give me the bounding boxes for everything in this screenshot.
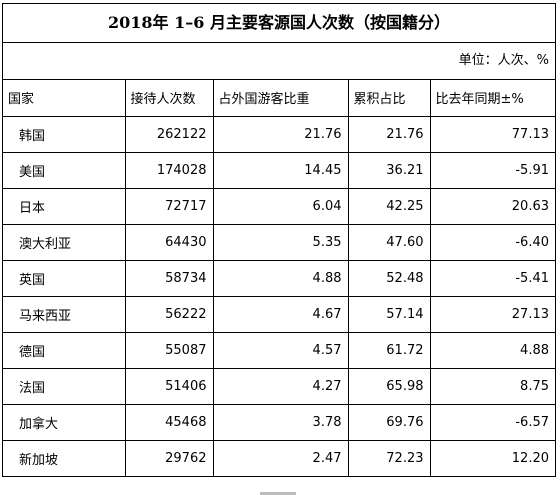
unit-label: 单位：人次、%: [3, 43, 555, 80]
cumulative-cell: 21.76: [347, 115, 431, 153]
spreadsheet-table: 2018年 1–6 月主要客源国人次数（按国籍分） 单位：人次、% 国家 接待人…: [2, 3, 556, 477]
yoy-cell: 27.13: [429, 295, 555, 333]
table-row: 法国 51406 4.27 65.98 8.75: [3, 367, 555, 405]
yoy-cell: -6.40: [429, 223, 555, 261]
share-cell: 4.27: [212, 367, 349, 405]
cumulative-cell: 52.48: [347, 259, 431, 297]
cumulative-cell: 72.23: [347, 439, 431, 477]
table-row: 日本 72717 6.04 42.25 20.63: [3, 187, 555, 225]
country-cell: 英国: [3, 259, 126, 297]
header-row: 国家 接待人次数 占外国游客比重 累积占比 比去年同期±%: [3, 80, 555, 117]
share-cell: 3.78: [212, 403, 349, 441]
country-cell: 美国: [3, 151, 126, 189]
header-share: 占外国游客比重: [212, 80, 349, 117]
share-cell: 4.57: [212, 331, 349, 369]
cumulative-cell: 65.98: [347, 367, 431, 405]
table-row: 新加坡 29762 2.47 72.23 12.20: [3, 439, 555, 477]
share-cell: 14.45: [212, 151, 349, 189]
share-cell: 4.88: [212, 259, 349, 297]
country-cell: 法国: [3, 367, 126, 405]
yoy-cell: 12.20: [429, 439, 555, 477]
country-cell: 韩国: [3, 115, 126, 153]
table-title: 2018年 1–6 月主要客源国人次数（按国籍分）: [3, 4, 555, 43]
visitors-cell: 72717: [124, 187, 214, 225]
cumulative-cell: 69.76: [347, 403, 431, 441]
share-cell: 5.35: [212, 223, 349, 261]
cumulative-cell: 42.25: [347, 187, 431, 225]
header-visitors: 接待人次数: [124, 80, 214, 117]
cumulative-cell: 57.14: [347, 295, 431, 333]
country-cell: 新加坡: [3, 439, 126, 477]
visitors-cell: 58734: [124, 259, 214, 297]
table-row: 美国 174028 14.45 36.21 -5.91: [3, 151, 555, 189]
visitors-cell: 55087: [124, 331, 214, 369]
header-country: 国家: [3, 80, 126, 117]
scroll-indicator: [260, 492, 296, 495]
cumulative-cell: 36.21: [347, 151, 431, 189]
cumulative-cell: 61.72: [347, 331, 431, 369]
share-cell: 6.04: [212, 187, 349, 225]
table-row: 加拿大 45468 3.78 69.76 -6.57: [3, 403, 555, 441]
data-table: 国家 接待人次数 占外国游客比重 累积占比 比去年同期±% 韩国 262122 …: [3, 80, 555, 477]
visitors-cell: 56222: [124, 295, 214, 333]
visitors-cell: 64430: [124, 223, 214, 261]
header-yoy: 比去年同期±%: [429, 80, 555, 117]
table-row: 德国 55087 4.57 61.72 4.88: [3, 331, 555, 369]
country-cell: 德国: [3, 331, 126, 369]
visitors-cell: 174028: [124, 151, 214, 189]
yoy-cell: -6.57: [429, 403, 555, 441]
visitors-cell: 29762: [124, 439, 214, 477]
country-cell: 澳大利亚: [3, 223, 126, 261]
yoy-cell: 8.75: [429, 367, 555, 405]
cumulative-cell: 47.60: [347, 223, 431, 261]
country-cell: 加拿大: [3, 403, 126, 441]
share-cell: 2.47: [212, 439, 349, 477]
yoy-cell: -5.91: [429, 151, 555, 189]
yoy-cell: 4.88: [429, 331, 555, 369]
table-row: 澳大利亚 64430 5.35 47.60 -6.40: [3, 223, 555, 261]
visitors-cell: 262122: [124, 115, 214, 153]
yoy-cell: -5.41: [429, 259, 555, 297]
country-cell: 日本: [3, 187, 126, 225]
table-row: 韩国 262122 21.76 21.76 77.13: [3, 115, 555, 153]
visitors-cell: 51406: [124, 367, 214, 405]
share-cell: 4.67: [212, 295, 349, 333]
yoy-cell: 77.13: [429, 115, 555, 153]
table-row: 马来西亚 56222 4.67 57.14 27.13: [3, 295, 555, 333]
table-row: 英国 58734 4.88 52.48 -5.41: [3, 259, 555, 297]
country-cell: 马来西亚: [3, 295, 126, 333]
share-cell: 21.76: [212, 115, 349, 153]
header-cumulative: 累积占比: [347, 80, 431, 117]
visitors-cell: 45468: [124, 403, 214, 441]
yoy-cell: 20.63: [429, 187, 555, 225]
